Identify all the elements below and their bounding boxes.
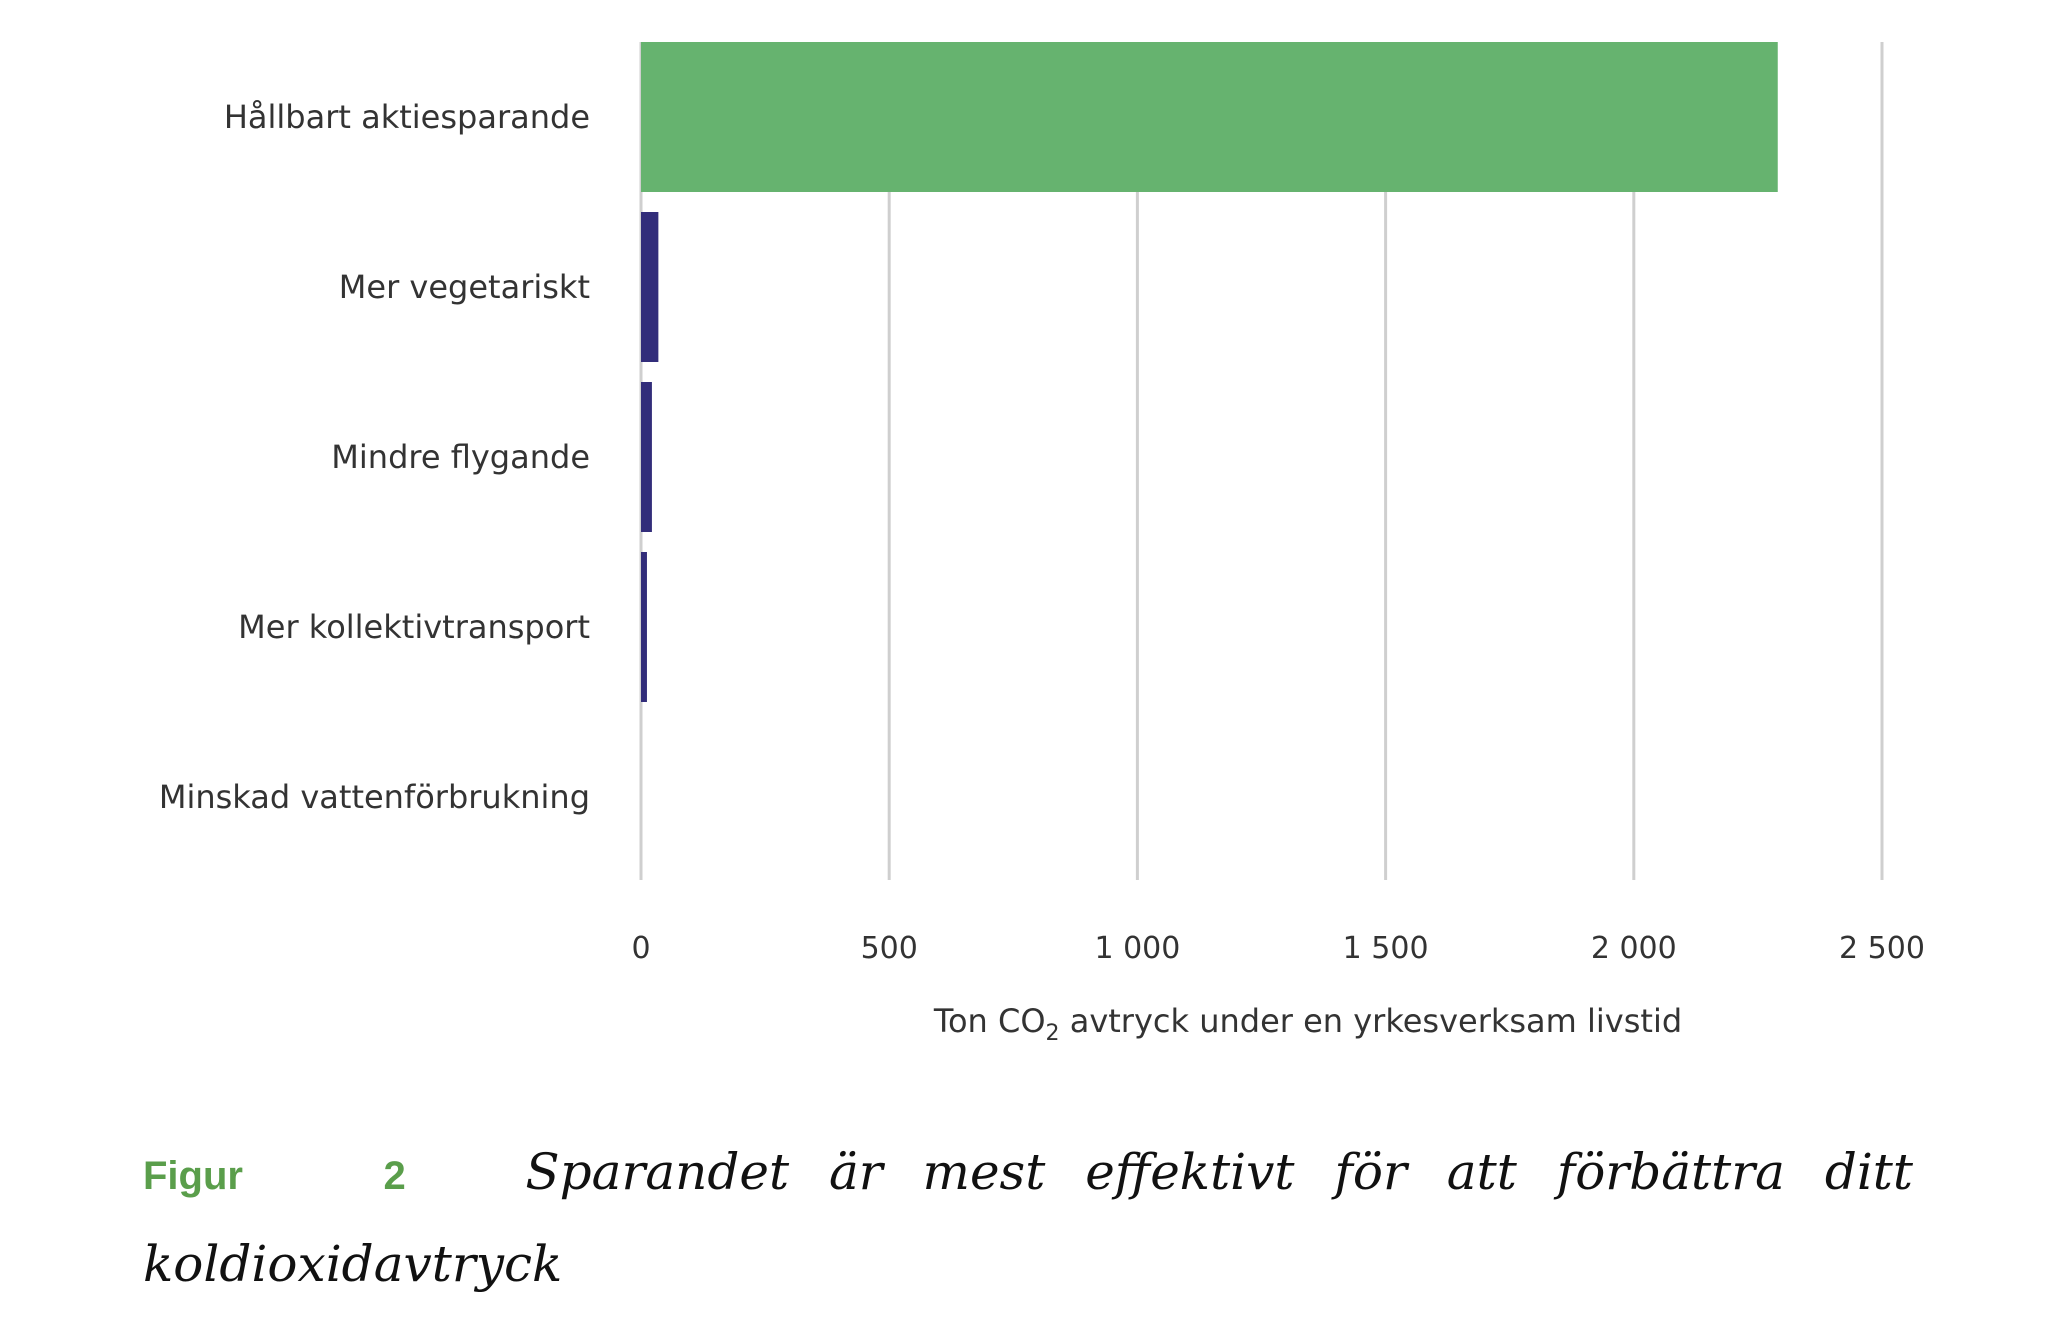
x-tick-label: 1 000 xyxy=(1094,931,1180,966)
x-tick-label: 0 xyxy=(631,931,650,966)
x-axis-title-part: Ton CO xyxy=(933,1002,1046,1040)
figure-caption-label: Figur 2 xyxy=(143,1154,406,1198)
category-label: Minskad vattenförbrukning xyxy=(159,778,590,816)
x-tick-labels: 0 500 1 000 1 500 2 000 2 500 xyxy=(631,931,1924,966)
bar xyxy=(641,382,652,532)
category-label: Mindre flygande xyxy=(331,438,590,476)
x-axis-title: Ton CO2 avtryck under en yrkesverksam li… xyxy=(933,1002,1682,1046)
x-tick-label: 1 500 xyxy=(1343,931,1429,966)
bar xyxy=(641,212,659,362)
x-axis-title-subscript: 2 xyxy=(1046,1021,1060,1046)
figure-caption-number: 2 xyxy=(383,1154,406,1198)
category-labels: Hållbart aktiesparande Mer vegetariskt Min… xyxy=(159,98,590,816)
figure-caption-word: Figur xyxy=(143,1154,243,1198)
x-tick-label: 500 xyxy=(861,931,918,966)
bar-chart: Hållbart aktiesparande Mer vegetariskt Min… xyxy=(159,42,1925,1046)
x-tick-label: 2 000 xyxy=(1591,931,1677,966)
bar xyxy=(641,552,647,702)
x-axis-title-part: avtryck under en yrkesverksam livstid xyxy=(1060,1002,1683,1040)
bars xyxy=(641,42,1778,702)
figure-caption: Figur 2 Sparandet är mest effektivt för … xyxy=(143,1128,1913,1308)
category-label: Hållbart aktiesparande xyxy=(224,98,590,136)
figure-caption-text: Sparandet är mest effektivt för att förb… xyxy=(143,1143,1913,1293)
category-label: Mer kollektivtransport xyxy=(238,608,590,646)
category-label: Mer vegetariskt xyxy=(339,268,590,306)
bar xyxy=(641,42,1778,192)
x-tick-label: 2 500 xyxy=(1839,931,1925,966)
